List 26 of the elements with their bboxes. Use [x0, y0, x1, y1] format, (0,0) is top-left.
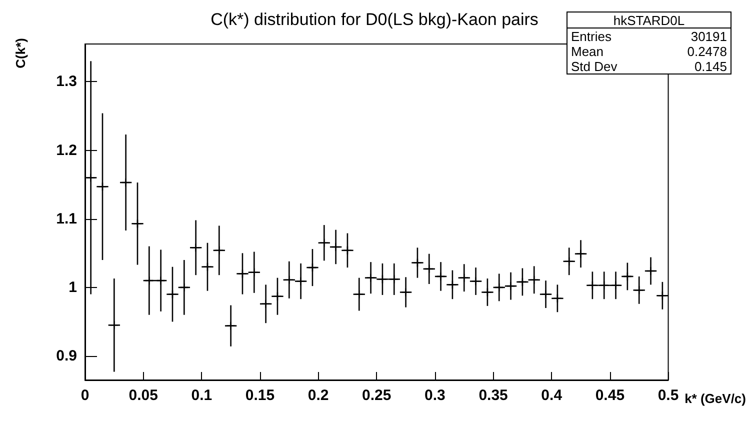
- x-tick-label: 0.35: [478, 387, 508, 404]
- y-axis-title: C(k*): [13, 38, 28, 68]
- text: 0.2478: [687, 44, 727, 59]
- y-tick-label: 1: [68, 278, 77, 296]
- y-tick-label: 1.2: [56, 142, 77, 159]
- y-tick-label: 0.9: [56, 348, 77, 364]
- x-tick-label: 0.2: [308, 387, 329, 404]
- x-tick-label: 0.1: [191, 387, 212, 404]
- x-tick-label: 0.45: [595, 387, 625, 404]
- text: 0.145: [694, 59, 727, 74]
- text: hkSTARD0L: [613, 13, 685, 28]
- x-tick-label: 0.15: [245, 387, 275, 404]
- x-axis-title: k* (GeV/c): [684, 391, 746, 406]
- annotation: Mean: [571, 44, 604, 59]
- x-tick-label: 0.05: [128, 387, 158, 404]
- text: 30191: [690, 29, 727, 44]
- annotation: Entries: [571, 29, 612, 44]
- y-tick-label: 1.1: [56, 210, 77, 228]
- chart-title: C(k*) distribution for D0(LS bkg)-Kaon pairs: [210, 10, 538, 29]
- x-tick-label: 0.3: [424, 387, 446, 404]
- x-tick-label: 0.25: [362, 387, 392, 404]
- x-tick-label: 0.4: [541, 387, 563, 404]
- x-tick-label: 0: [80, 387, 90, 404]
- annotation: Std Dev: [571, 59, 618, 74]
- x-tick-label: 0.5: [658, 387, 679, 404]
- y-tick-label: 1.3: [56, 73, 77, 90]
